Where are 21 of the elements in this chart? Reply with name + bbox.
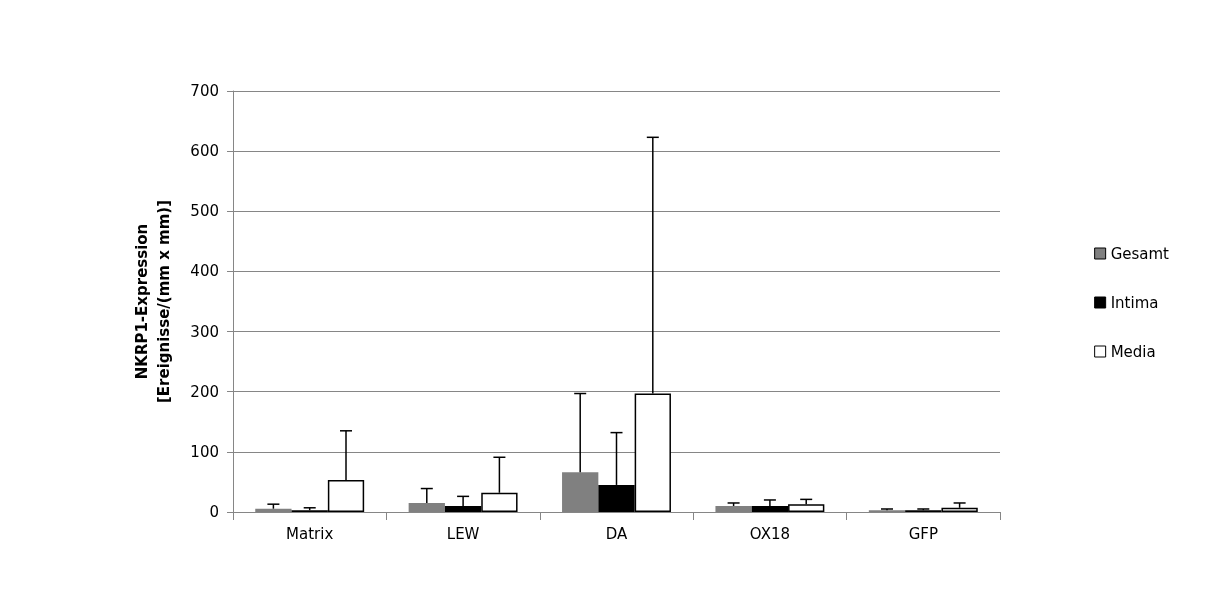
y-tick-label: 400 [190, 262, 219, 281]
bar [715, 505, 752, 512]
x-tick-label: OX18 [749, 524, 791, 543]
x-tick-label: Matrix [286, 524, 334, 543]
x-tick-label: LEW [446, 524, 480, 543]
y-tick-label: 700 [190, 82, 219, 100]
y-tick-label: 500 [190, 202, 219, 221]
y-tick-label: 0 [209, 503, 219, 521]
x-tick-label: DA [605, 524, 629, 543]
legend-label: Intima [1110, 293, 1159, 312]
y-tick-label: 300 [190, 322, 219, 341]
bar [408, 502, 445, 512]
bar [255, 508, 292, 512]
y-tick-label: 200 [190, 382, 219, 401]
y-tick-label: 100 [190, 442, 219, 461]
y-tick-label: 600 [190, 142, 219, 161]
legend-label: Media [1110, 342, 1156, 361]
x-tick-label: GFP [908, 524, 938, 543]
y-axis-title: NKRP1-Expression [Ereignisse/(mm x mm)] [133, 199, 173, 404]
legend-label: Gesamt [1110, 244, 1170, 263]
bar [562, 472, 599, 512]
